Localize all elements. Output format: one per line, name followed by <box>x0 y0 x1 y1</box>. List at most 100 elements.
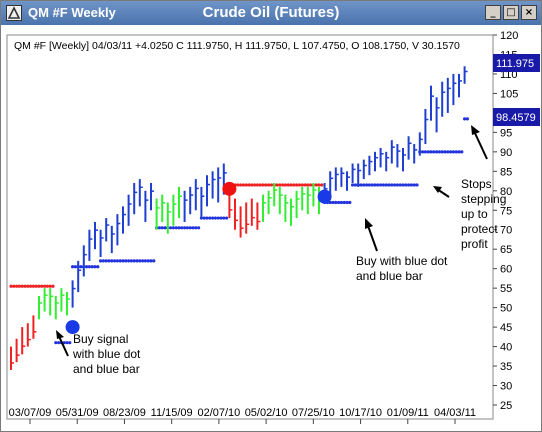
stop-dot <box>101 259 105 263</box>
stop-dot <box>437 150 441 154</box>
stop-dot <box>213 216 217 220</box>
stop-dot <box>345 200 349 205</box>
stops-annotation: Stops stepping up to protect profit <box>433 125 506 251</box>
annotation-line: profit <box>461 237 488 251</box>
stop-dot <box>149 259 153 263</box>
stop-dot <box>43 284 47 288</box>
x-tick-label: 05/02/10 <box>245 407 288 419</box>
stop-dot <box>20 284 24 288</box>
stop-dot <box>87 265 91 269</box>
stop-dot <box>107 259 111 263</box>
title-bar[interactable]: QM #F Weekly Crude Oil (Futures) _ □ × <box>1 1 541 25</box>
stop-dot <box>241 183 245 187</box>
minimize-button[interactable]: _ <box>485 5 501 20</box>
stop-dot <box>163 226 167 230</box>
arrow-head-icon <box>365 218 373 229</box>
arrow-head-icon <box>471 125 480 135</box>
stop-dot <box>409 183 413 187</box>
y-tick-label: 70 <box>500 225 512 237</box>
stop-dot <box>85 265 89 269</box>
maximize-icon: □ <box>506 7 516 18</box>
stop-dot <box>376 183 380 187</box>
plot-area <box>6 34 494 420</box>
stop-dot <box>129 259 133 263</box>
stop-dot <box>423 150 427 154</box>
stop-dot <box>115 259 119 263</box>
stop-dot <box>239 183 243 187</box>
stop-dot <box>381 183 385 187</box>
stop-dot <box>194 226 198 230</box>
y-tick-label: 105 <box>500 88 518 100</box>
stop-dot <box>407 183 411 187</box>
stop-dot <box>93 265 97 269</box>
stop-dot <box>286 183 290 187</box>
stop-dot <box>143 259 147 263</box>
stop-dot <box>34 284 38 288</box>
stop-dot <box>404 183 408 187</box>
stop-dot <box>393 183 397 187</box>
stop-dot <box>79 265 83 269</box>
stop-dot <box>113 259 117 263</box>
stop-dot <box>157 226 161 230</box>
stop-dot <box>45 284 50 288</box>
y-tick-label: 35 <box>500 361 512 373</box>
stop-dot <box>342 200 346 205</box>
info-line: QM #F [Weekly] 04/03/11 +4.0250 C 111.97… <box>14 40 460 52</box>
y-tick-label: 55 <box>500 283 512 295</box>
last-price-label: 111.975 <box>496 58 534 70</box>
stop-dot <box>258 183 262 187</box>
stop-dot <box>440 150 444 154</box>
stop-dot <box>415 183 419 187</box>
price-chart[interactable]: 2530354045505560657075808590951001051101… <box>1 25 541 431</box>
x-tick-label: 04/03/11 <box>434 407 476 419</box>
stop-dot <box>188 226 192 230</box>
stop-dot <box>297 183 301 187</box>
triangle-icon <box>7 6 21 19</box>
x-tick-label: 11/15/09 <box>151 407 193 419</box>
minimize-icon: _ <box>490 7 496 18</box>
annotation-line: Stops <box>461 177 492 191</box>
stop-dot <box>54 341 58 345</box>
stop-dot <box>121 259 125 263</box>
stop-dot <box>253 183 257 187</box>
stop-dot <box>202 216 206 220</box>
app-icon[interactable] <box>6 5 22 21</box>
stop-dot <box>264 183 268 187</box>
stop-dot <box>244 183 248 187</box>
stop-dot <box>57 341 61 345</box>
stop-dot <box>177 226 181 230</box>
stop-dot <box>460 150 464 154</box>
stop-dot <box>395 183 399 187</box>
stop-dot <box>317 183 321 187</box>
close-button[interactable]: × <box>521 5 537 20</box>
y-tick-label: 45 <box>500 322 512 334</box>
stop-dot <box>401 183 405 187</box>
y-tick-label: 30 <box>500 381 512 393</box>
last-price-box <box>493 54 540 72</box>
stop-dot <box>152 259 156 263</box>
stop-dot <box>398 183 402 187</box>
stop-dot <box>124 259 128 263</box>
stop-dot <box>118 259 122 263</box>
y-tick-label: 60 <box>500 264 512 276</box>
maximize-button[interactable]: □ <box>503 5 519 20</box>
stop-dot <box>443 150 447 154</box>
stop-dot <box>169 226 173 230</box>
stop-dot <box>73 265 77 269</box>
stop-dot <box>15 284 19 288</box>
stop-dot <box>353 183 357 187</box>
stop-dot <box>104 259 108 263</box>
stop-dot <box>216 216 220 220</box>
stop-dot <box>351 183 355 187</box>
buy-again-annotation: Buy with blue dot and blue bar <box>356 218 448 283</box>
stop-dot <box>267 183 271 187</box>
stop-dot <box>171 226 175 230</box>
price-bars <box>10 66 468 370</box>
y-tick-label: 75 <box>500 205 512 217</box>
sell-signal-dot <box>222 181 237 196</box>
stop-dot <box>208 216 212 220</box>
stop-dot <box>384 183 388 187</box>
stop-dot <box>247 183 251 187</box>
y-tick-label: 25 <box>500 400 512 412</box>
